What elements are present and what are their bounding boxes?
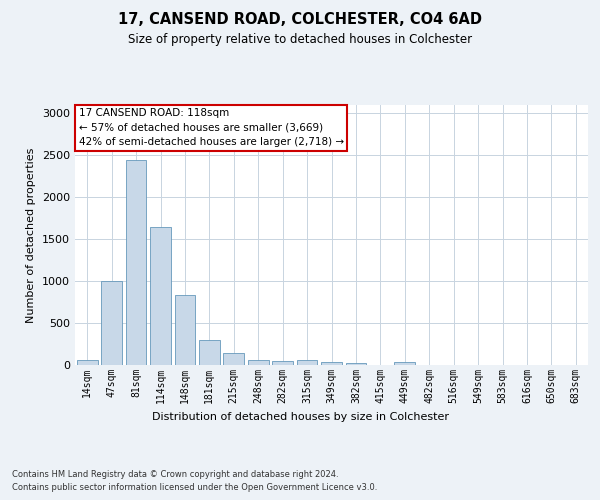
Bar (77, 360, 98, 365)
Text: Contains public sector information licensed under the Open Government Licence v3: Contains public sector information licen… (12, 482, 377, 492)
Bar (346, 363, 367, 365)
Bar (321, 362, 342, 365)
Bar (248, 360, 269, 365)
Bar (101, 281, 122, 365)
Text: Distribution of detached houses by size in Colchester: Distribution of detached houses by size … (151, 412, 449, 422)
Bar (125, 160, 146, 365)
Bar (199, 340, 220, 365)
Bar (296, 360, 317, 365)
Bar (223, 353, 244, 365)
Text: Size of property relative to detached houses in Colchester: Size of property relative to detached ho… (128, 32, 472, 46)
Bar (272, 361, 293, 365)
Bar (150, 226, 171, 365)
Bar (394, 362, 415, 365)
Text: Contains HM Land Registry data © Crown copyright and database right 2024.: Contains HM Land Registry data © Crown c… (12, 470, 338, 479)
Bar (175, 294, 196, 365)
Text: 17 CANSEND ROAD: 118sqm
← 57% of detached houses are smaller (3,669)
42% of semi: 17 CANSEND ROAD: 118sqm ← 57% of detache… (79, 108, 344, 147)
Y-axis label: Number of detached properties: Number of detached properties (26, 148, 37, 322)
Text: 17, CANSEND ROAD, COLCHESTER, CO4 6AD: 17, CANSEND ROAD, COLCHESTER, CO4 6AD (118, 12, 482, 28)
